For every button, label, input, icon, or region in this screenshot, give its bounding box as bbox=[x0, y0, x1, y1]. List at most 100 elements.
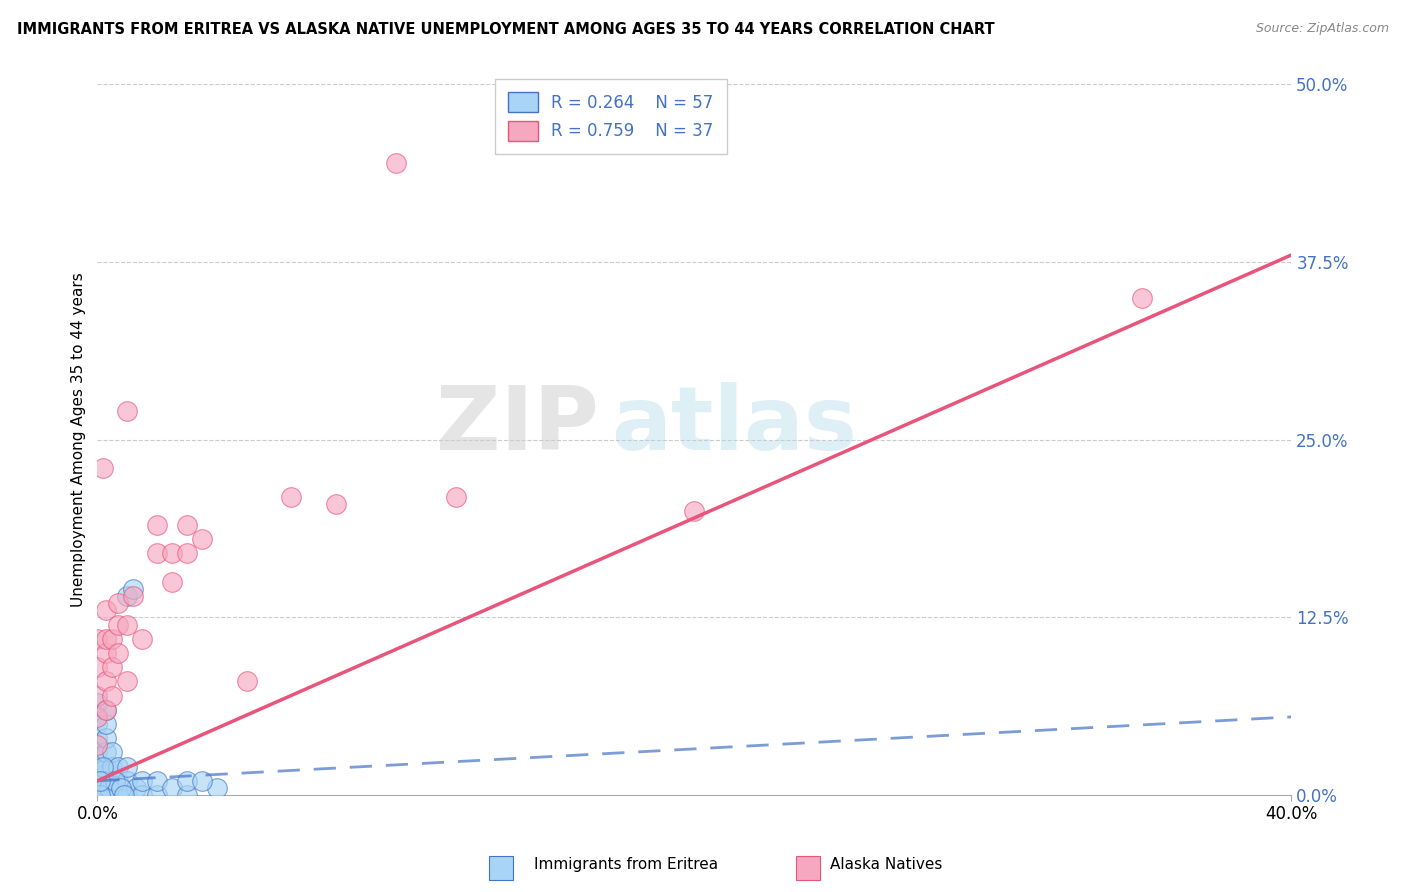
Point bbox=[86, 759, 108, 773]
Point bbox=[146, 518, 169, 533]
Point bbox=[86, 780, 108, 795]
Point bbox=[86, 717, 108, 731]
Point bbox=[101, 759, 124, 773]
Point bbox=[107, 617, 129, 632]
Point bbox=[107, 773, 129, 788]
Point bbox=[96, 731, 118, 746]
Point bbox=[176, 518, 198, 533]
Point bbox=[96, 703, 118, 717]
Point bbox=[146, 546, 169, 560]
Point bbox=[96, 759, 118, 773]
Point bbox=[96, 788, 118, 802]
Point bbox=[89, 773, 111, 788]
Point bbox=[125, 780, 148, 795]
Point bbox=[115, 404, 138, 418]
Legend: R = 0.264    N = 57, R = 0.759    N = 37: R = 0.264 N = 57, R = 0.759 N = 37 bbox=[495, 78, 727, 154]
Point bbox=[104, 773, 127, 788]
Point bbox=[235, 674, 257, 689]
Point bbox=[112, 788, 135, 802]
Point bbox=[91, 759, 114, 773]
Point bbox=[86, 766, 108, 780]
Point bbox=[122, 589, 145, 603]
Text: Source: ZipAtlas.com: Source: ZipAtlas.com bbox=[1256, 22, 1389, 36]
Point bbox=[191, 533, 214, 547]
Point bbox=[107, 596, 129, 610]
Point bbox=[107, 646, 129, 660]
Point bbox=[444, 490, 467, 504]
Point bbox=[683, 504, 706, 518]
Text: ZIP: ZIP bbox=[436, 382, 599, 469]
Bar bbox=[489, 856, 513, 880]
Point bbox=[385, 155, 408, 169]
Point bbox=[101, 788, 124, 802]
Point bbox=[160, 780, 183, 795]
Point bbox=[96, 703, 118, 717]
Point bbox=[86, 710, 108, 724]
Point bbox=[96, 780, 118, 795]
Point bbox=[101, 689, 124, 703]
Point bbox=[146, 773, 169, 788]
Point bbox=[146, 788, 169, 802]
Point bbox=[86, 788, 108, 802]
Point bbox=[96, 746, 118, 760]
Point bbox=[98, 780, 121, 795]
Text: IMMIGRANTS FROM ERITREA VS ALASKA NATIVE UNEMPLOYMENT AMONG AGES 35 TO 44 YEARS : IMMIGRANTS FROM ERITREA VS ALASKA NATIVE… bbox=[17, 22, 994, 37]
Point bbox=[115, 617, 138, 632]
Point bbox=[89, 788, 111, 802]
Point bbox=[107, 788, 129, 802]
Point bbox=[101, 773, 124, 788]
Point bbox=[325, 497, 347, 511]
Point bbox=[191, 773, 214, 788]
Text: Immigrants from Eritrea: Immigrants from Eritrea bbox=[534, 857, 718, 872]
Text: Alaska Natives: Alaska Natives bbox=[830, 857, 942, 872]
Point bbox=[86, 785, 108, 799]
Point bbox=[91, 788, 114, 802]
Point bbox=[96, 717, 118, 731]
Point bbox=[96, 632, 118, 646]
Point bbox=[115, 759, 138, 773]
Point bbox=[115, 788, 138, 802]
Point bbox=[86, 771, 108, 785]
Point bbox=[86, 752, 108, 766]
Point bbox=[107, 759, 129, 773]
Point bbox=[115, 589, 138, 603]
Point bbox=[86, 778, 108, 792]
Point bbox=[101, 660, 124, 674]
Point bbox=[115, 773, 138, 788]
Point bbox=[205, 780, 228, 795]
Point bbox=[131, 788, 153, 802]
Point bbox=[96, 674, 118, 689]
Point bbox=[101, 780, 124, 795]
Point bbox=[176, 546, 198, 560]
Point bbox=[86, 773, 108, 788]
Point bbox=[86, 660, 108, 674]
Point bbox=[131, 632, 153, 646]
Point bbox=[86, 632, 108, 646]
Point bbox=[101, 632, 124, 646]
Point bbox=[176, 788, 198, 802]
Bar bbox=[796, 856, 820, 880]
Point bbox=[1130, 291, 1153, 305]
Point bbox=[86, 689, 108, 703]
Point bbox=[110, 780, 132, 795]
Point bbox=[160, 574, 183, 589]
Point bbox=[160, 546, 183, 560]
Point bbox=[115, 674, 138, 689]
Point bbox=[96, 766, 118, 780]
Point bbox=[131, 773, 153, 788]
Point bbox=[96, 646, 118, 660]
Point bbox=[91, 773, 114, 788]
Text: atlas: atlas bbox=[610, 382, 856, 469]
Point bbox=[101, 746, 124, 760]
Y-axis label: Unemployment Among Ages 35 to 44 years: Unemployment Among Ages 35 to 44 years bbox=[72, 272, 86, 607]
Point bbox=[86, 739, 108, 753]
Point bbox=[86, 777, 108, 791]
Point bbox=[280, 490, 302, 504]
Point bbox=[96, 603, 118, 617]
Point bbox=[122, 582, 145, 596]
Point bbox=[96, 773, 118, 788]
Point bbox=[86, 746, 108, 760]
Point bbox=[91, 461, 114, 475]
Point bbox=[86, 784, 108, 798]
Point bbox=[176, 773, 198, 788]
